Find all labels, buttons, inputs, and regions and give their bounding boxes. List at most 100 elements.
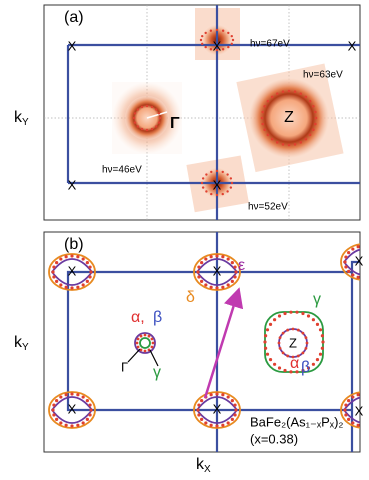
fs-dot bbox=[279, 347, 282, 350]
fs-dot bbox=[282, 143, 285, 146]
fs-dot bbox=[344, 403, 347, 406]
y-axis-label: kY bbox=[14, 334, 29, 352]
fs-dot bbox=[204, 257, 207, 260]
composition: (x=0.38) bbox=[250, 431, 298, 446]
fs-dot bbox=[351, 395, 354, 398]
fs-dot bbox=[137, 346, 140, 349]
fs-dot bbox=[282, 90, 285, 93]
fs-dot bbox=[159, 117, 161, 119]
fs-dot bbox=[289, 311, 292, 314]
photon-energy: hν=46eV bbox=[102, 165, 142, 176]
fs-dot bbox=[216, 194, 218, 196]
fs-dot bbox=[210, 171, 212, 173]
fs-dot bbox=[158, 121, 160, 123]
fs-dot bbox=[314, 111, 317, 114]
fs-dot bbox=[267, 100, 270, 103]
fs-dot bbox=[312, 318, 315, 321]
fs-dot bbox=[82, 395, 85, 398]
axis-subscript: X bbox=[204, 464, 211, 475]
fs-dot bbox=[316, 323, 319, 326]
fs-dot bbox=[133, 117, 135, 119]
fs-dot bbox=[309, 134, 312, 137]
fs-dot bbox=[197, 275, 200, 278]
fs-dot bbox=[65, 393, 68, 396]
fs-dot bbox=[305, 347, 308, 350]
fs-dot bbox=[278, 342, 281, 345]
fs-dot bbox=[210, 193, 212, 195]
fs-dot bbox=[134, 112, 136, 114]
fs-dot bbox=[215, 286, 218, 289]
fs-dot bbox=[312, 363, 315, 366]
panel-label: (a) bbox=[64, 9, 84, 26]
fs-dot bbox=[227, 46, 229, 48]
fs-dot bbox=[230, 186, 232, 188]
fs-dot bbox=[200, 399, 203, 402]
fs-dot bbox=[307, 314, 310, 317]
fs-dot bbox=[155, 125, 157, 127]
fs-dot bbox=[227, 257, 230, 260]
fs-dot bbox=[202, 177, 204, 179]
fs-dot bbox=[76, 286, 79, 289]
fs-dot bbox=[89, 270, 92, 273]
panel-label: (b) bbox=[64, 236, 84, 253]
fs-dot bbox=[278, 314, 281, 317]
band-label: γ bbox=[153, 364, 161, 381]
fs-dot bbox=[297, 329, 300, 332]
fs-dot bbox=[201, 43, 203, 45]
fs-dot bbox=[86, 418, 89, 421]
fs-dot bbox=[148, 335, 151, 338]
fs-dot bbox=[222, 30, 224, 32]
fs-dot bbox=[158, 112, 160, 114]
fs-dot bbox=[136, 342, 139, 345]
fs-dot bbox=[301, 312, 304, 315]
x-point: X bbox=[213, 401, 222, 416]
photon-energy: hν=52eV bbox=[248, 202, 288, 213]
fs-dot bbox=[204, 421, 207, 424]
fs-dot bbox=[347, 251, 350, 254]
fs-dot bbox=[222, 193, 224, 195]
fs-dot bbox=[221, 286, 224, 289]
fs-dot bbox=[232, 39, 234, 41]
fs-dot bbox=[343, 260, 346, 263]
fs-dot bbox=[76, 424, 79, 427]
fs-dot bbox=[205, 173, 207, 175]
fs-dot bbox=[52, 403, 55, 406]
fs-dot bbox=[200, 261, 203, 264]
fs-dot bbox=[286, 355, 289, 358]
fs-dot bbox=[357, 276, 360, 279]
fs-dot bbox=[55, 399, 58, 402]
fs-dot bbox=[357, 424, 360, 427]
fs-dot bbox=[264, 334, 267, 337]
fs-dot bbox=[70, 424, 73, 427]
fs-dot bbox=[288, 144, 291, 147]
fs-dot bbox=[263, 340, 266, 343]
panel-a: (a) X X X X X hν=67eV hν=63eV hν=46eV hν… bbox=[14, 5, 360, 220]
fs-dot bbox=[52, 275, 55, 278]
fs-dot bbox=[231, 280, 234, 283]
fs-dot bbox=[88, 265, 91, 268]
fs-dot bbox=[134, 121, 136, 123]
x-point: X bbox=[68, 263, 77, 278]
photon-energy: hν=67eV bbox=[250, 39, 290, 50]
fs-dot bbox=[263, 105, 266, 108]
x-point: X bbox=[213, 263, 222, 278]
fs-dot bbox=[351, 421, 354, 424]
fs-dot bbox=[234, 408, 237, 411]
z-point: Z bbox=[284, 109, 294, 126]
y-axis-label: kY bbox=[14, 109, 29, 127]
fs-dot bbox=[316, 358, 319, 361]
fs-dot bbox=[276, 141, 279, 144]
fs-dot bbox=[321, 334, 324, 337]
x-point: X bbox=[68, 177, 77, 192]
fs-dot bbox=[233, 265, 236, 268]
fs-dot bbox=[146, 129, 148, 131]
fs-dot bbox=[204, 46, 206, 48]
fs-dot bbox=[151, 338, 154, 341]
fs-dot bbox=[197, 265, 200, 268]
gamma-point: Γ bbox=[121, 359, 128, 374]
fs-dot bbox=[301, 332, 304, 335]
z-point: Z bbox=[289, 335, 297, 350]
fs-dot bbox=[151, 346, 154, 349]
fs-dot bbox=[273, 363, 276, 366]
fs-dot bbox=[88, 403, 91, 406]
